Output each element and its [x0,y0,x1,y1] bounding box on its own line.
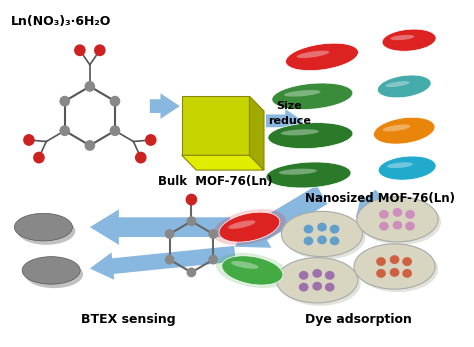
Ellipse shape [23,134,35,146]
Ellipse shape [165,229,174,239]
Ellipse shape [330,225,339,234]
Ellipse shape [405,222,415,230]
Ellipse shape [317,223,327,231]
Ellipse shape [405,210,415,219]
Ellipse shape [216,253,289,288]
Text: Nanosized MOF-76(Ln): Nanosized MOF-76(Ln) [305,192,455,205]
Ellipse shape [84,140,95,151]
Polygon shape [90,246,236,280]
Ellipse shape [276,257,358,303]
Text: Bulk  MOF-76(Ln): Bulk MOF-76(Ln) [158,175,273,188]
Ellipse shape [59,125,70,136]
Ellipse shape [94,44,106,56]
Ellipse shape [222,256,283,285]
Ellipse shape [312,269,322,278]
Ellipse shape [390,268,400,277]
Ellipse shape [376,257,386,266]
Ellipse shape [109,96,120,107]
Ellipse shape [84,81,95,92]
Ellipse shape [402,269,412,278]
Ellipse shape [383,125,410,132]
Ellipse shape [379,210,389,219]
Text: reduce: reduce [268,116,310,126]
Ellipse shape [281,129,319,135]
Ellipse shape [272,83,353,110]
Ellipse shape [165,255,174,264]
Ellipse shape [357,197,438,242]
Ellipse shape [284,214,365,260]
Ellipse shape [279,169,317,175]
Polygon shape [266,109,303,133]
Ellipse shape [376,269,386,278]
Ellipse shape [25,261,83,288]
Ellipse shape [33,152,45,163]
Ellipse shape [390,255,400,264]
Ellipse shape [17,217,75,245]
Ellipse shape [187,216,196,226]
Ellipse shape [312,282,322,290]
Ellipse shape [378,156,436,180]
Ellipse shape [325,283,335,291]
Ellipse shape [330,236,339,245]
Text: Size: Size [276,101,302,111]
Ellipse shape [187,268,196,277]
Polygon shape [249,96,264,170]
Ellipse shape [382,29,436,51]
Ellipse shape [387,162,413,168]
Ellipse shape [231,261,258,269]
Ellipse shape [285,43,358,70]
Text: Ln(NO₃)₃·6H₂O: Ln(NO₃)₃·6H₂O [10,15,111,27]
Ellipse shape [228,220,255,229]
Ellipse shape [354,244,435,289]
Polygon shape [182,155,264,170]
Ellipse shape [266,162,351,188]
Ellipse shape [377,75,431,98]
Ellipse shape [186,194,197,205]
Polygon shape [235,185,328,248]
Ellipse shape [299,271,309,280]
Ellipse shape [325,271,335,280]
Ellipse shape [374,117,435,144]
Ellipse shape [299,283,309,291]
Ellipse shape [145,134,156,146]
Ellipse shape [209,229,218,239]
Polygon shape [182,96,249,155]
Ellipse shape [357,247,438,292]
Ellipse shape [284,90,320,96]
Text: Dye adsorption: Dye adsorption [305,313,412,326]
Ellipse shape [280,261,361,306]
Ellipse shape [297,51,329,58]
Polygon shape [356,189,384,217]
Ellipse shape [219,212,280,242]
Ellipse shape [360,200,441,245]
Ellipse shape [209,255,218,264]
Ellipse shape [59,96,70,107]
Polygon shape [150,93,180,119]
Ellipse shape [109,125,120,136]
Ellipse shape [14,213,73,241]
Ellipse shape [390,35,414,40]
Ellipse shape [385,81,410,87]
Ellipse shape [282,211,363,257]
Ellipse shape [22,257,80,284]
Ellipse shape [304,236,313,245]
Text: BTEX sensing: BTEX sensing [81,313,176,326]
Polygon shape [90,210,230,245]
Ellipse shape [317,236,327,244]
Ellipse shape [213,209,286,245]
Ellipse shape [392,221,402,230]
Ellipse shape [379,222,389,230]
Ellipse shape [304,225,313,234]
Ellipse shape [74,44,86,56]
Ellipse shape [268,122,353,149]
Ellipse shape [402,257,412,266]
Ellipse shape [392,208,402,217]
Ellipse shape [135,152,146,163]
